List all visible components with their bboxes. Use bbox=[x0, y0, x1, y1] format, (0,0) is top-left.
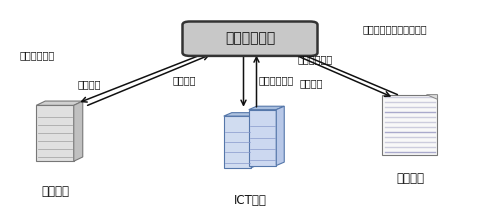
FancyBboxPatch shape bbox=[382, 95, 438, 155]
Polygon shape bbox=[249, 106, 284, 110]
FancyBboxPatch shape bbox=[36, 105, 74, 161]
FancyBboxPatch shape bbox=[182, 22, 318, 56]
FancyBboxPatch shape bbox=[224, 116, 251, 168]
Text: 温度設定・運転台数制御: 温度設定・運転台数制御 bbox=[362, 24, 427, 34]
Polygon shape bbox=[74, 101, 82, 161]
Polygon shape bbox=[251, 113, 259, 168]
Text: 運転台数制御: 運転台数制御 bbox=[20, 50, 55, 60]
Polygon shape bbox=[224, 113, 259, 116]
Text: コントローラ: コントローラ bbox=[225, 32, 275, 46]
Text: 電源装置: 電源装置 bbox=[41, 185, 69, 198]
Text: 運転情報: 運転情報 bbox=[78, 79, 101, 89]
FancyBboxPatch shape bbox=[249, 110, 276, 166]
Polygon shape bbox=[426, 95, 438, 99]
Text: 運転台数制御: 運転台数制御 bbox=[298, 54, 333, 64]
Polygon shape bbox=[36, 101, 82, 105]
Polygon shape bbox=[276, 106, 284, 166]
Text: 運転情報: 運転情報 bbox=[300, 78, 324, 88]
Text: ICT装置: ICT装置 bbox=[234, 194, 266, 206]
Text: 空調装置: 空調装置 bbox=[396, 172, 424, 185]
Text: 運転情報: 運転情報 bbox=[172, 76, 196, 86]
Text: 運転台数制御: 運転台数制御 bbox=[259, 76, 294, 86]
